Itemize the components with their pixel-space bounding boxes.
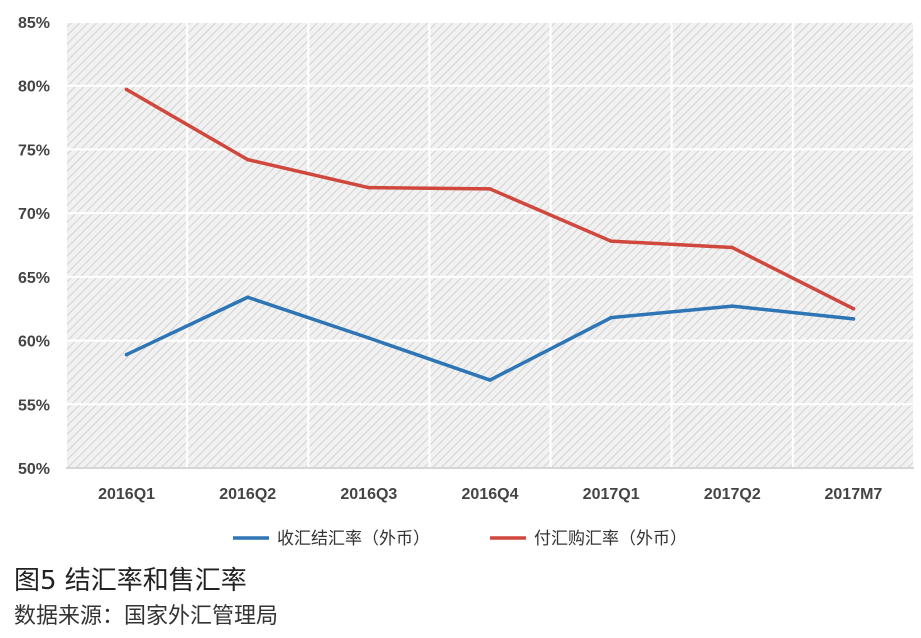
x-tick-label: 2016Q1	[98, 486, 155, 503]
x-tick-label: 2016Q3	[340, 486, 397, 503]
data-point	[609, 315, 613, 320]
data-point	[730, 245, 735, 250]
y-tick-label: 65%	[18, 270, 50, 287]
legend-label: 收汇结汇率（外币）	[277, 529, 430, 549]
x-tick-label: 2017Q1	[583, 486, 640, 503]
data-source: 数据来源：国家外汇管理局	[14, 604, 279, 629]
data-point	[488, 187, 492, 191]
data-point	[124, 352, 129, 357]
legend-label: 付汇购汇率（外币）	[534, 529, 687, 549]
data-point	[488, 378, 492, 382]
legend: 收汇结汇率（外币） 付汇购汇率（外币）	[233, 529, 687, 549]
y-tick-label: 80%	[18, 79, 50, 96]
x-tick-label: 2016Q2	[219, 486, 276, 503]
data-point	[367, 185, 371, 190]
data-point	[245, 157, 250, 162]
y-tick-label: 55%	[18, 397, 50, 414]
y-tick-label: 50%	[18, 461, 50, 478]
y-tick-label: 85%	[18, 15, 50, 32]
y-tick-label: 75%	[18, 142, 50, 159]
x-tick-label: 2017Q2	[704, 486, 761, 503]
data-point	[367, 336, 371, 340]
data-point	[730, 304, 735, 308]
data-point	[609, 239, 613, 243]
line-chart: 50%55%60%65%70%75%80%85% 2016Q1 2016Q2 201…	[18, 15, 915, 549]
data-point	[851, 317, 856, 321]
series-group	[124, 87, 856, 382]
data-point	[245, 295, 250, 300]
y-tick-label: 60%	[18, 334, 50, 351]
x-axis: 2016Q1 2016Q2 2016Q3 2016Q4 2017Q1 2017Q2 2017…	[66, 467, 914, 503]
x-tick-label: 2017M7	[825, 486, 883, 503]
x-tick-label: 2016Q4	[462, 486, 519, 503]
plot-area-background	[66, 22, 914, 468]
data-point	[124, 87, 129, 92]
y-axis: 50% 55% 60% 65% 70% 75% 80% 85%	[18, 15, 50, 478]
figure-title: 图5 结汇率和售汇率	[14, 566, 247, 596]
data-point	[851, 306, 856, 311]
y-tick-label: 70%	[18, 206, 50, 223]
